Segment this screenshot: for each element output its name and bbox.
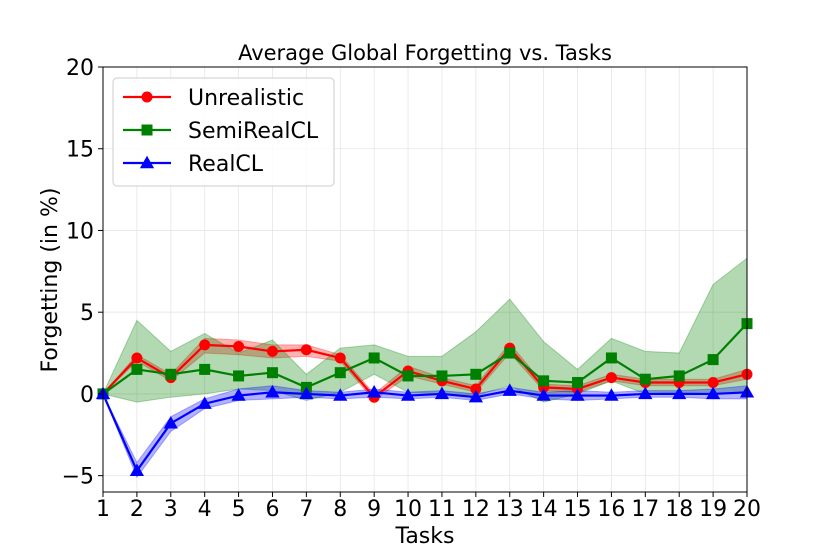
y-tick-label: 0: [80, 383, 94, 408]
legend-frame: [112, 77, 335, 187]
x-tick-label: 3: [164, 497, 178, 522]
semirealcl-point: [572, 376, 584, 388]
semirealcl-point: [402, 370, 414, 382]
y-tick-label: 5: [80, 301, 94, 326]
semirealcl-point: [504, 347, 516, 359]
realcl-point: [570, 388, 585, 401]
x-tick-label: 12: [462, 497, 490, 522]
realcl-point: [333, 388, 348, 401]
x-tick-label: 14: [530, 497, 558, 522]
realcl-point: [299, 386, 314, 400]
x-tick-label: 6: [265, 497, 279, 522]
y-tick-label: −5: [62, 465, 94, 490]
realcl-point: [231, 388, 246, 401]
x-tick-label: 15: [564, 497, 592, 522]
legend-unrealistic-marker: [141, 91, 153, 103]
realcl-point: [265, 385, 280, 398]
y-axis-ticks: −5 0 5 10 15 20: [62, 56, 103, 490]
y-tick-label: 10: [66, 219, 94, 244]
semirealcl-point: [436, 370, 448, 382]
unrealistic-point: [300, 344, 312, 356]
realcl-point: [468, 389, 483, 403]
x-tick-label: 10: [394, 497, 422, 522]
realcl-point: [502, 383, 517, 396]
realcl-point: [163, 416, 178, 429]
semirealcl-point: [165, 368, 177, 380]
x-tick-label: 11: [428, 497, 456, 522]
x-tick-label: 13: [496, 497, 524, 522]
x-tick-label: 4: [198, 497, 212, 522]
unrealistic-point: [266, 345, 278, 357]
realcl-point: [638, 386, 653, 400]
unrealistic-point: [334, 352, 346, 364]
realcl-band: [102, 385, 748, 479]
realcl-point: [705, 386, 721, 400]
semirealcl-point: [538, 375, 550, 387]
semirealcl-point: [470, 368, 482, 380]
unrealistic-point: [707, 376, 719, 388]
realcl-point: [434, 386, 450, 400]
realcl-point: [604, 388, 619, 401]
legend-semirealcl-label: SemiRealCL: [188, 119, 319, 144]
legend-realcl-label: RealCL: [188, 152, 264, 177]
semirealcl-point: [368, 352, 380, 364]
x-tick-label: 17: [631, 497, 659, 522]
chart-title: Average Global Forgetting vs. Tasks: [238, 41, 612, 65]
x-tick-label: 19: [699, 497, 727, 522]
legend-unrealistic-label: Unrealistic: [188, 86, 304, 111]
x-tick-label: 8: [333, 497, 347, 522]
x-tick-label: 16: [597, 497, 625, 522]
x-tick-label: 20: [733, 497, 761, 522]
x-axis-ticks: 1 2 3 4 5 6 7 8 9 10 11 12 13 14 15 16 17 18 19 20: [96, 492, 761, 522]
realcl-point: [129, 463, 145, 476]
x-tick-label: 7: [299, 497, 313, 522]
unrealistic-point: [199, 339, 211, 351]
realcl-point: [400, 388, 416, 401]
x-tick-label: 1: [96, 497, 110, 522]
semirealcl-point: [131, 363, 143, 375]
series-markers: [95, 318, 755, 476]
unrealistic-point: [233, 341, 245, 353]
realcl-point: [367, 385, 382, 398]
realcl-point: [197, 396, 212, 409]
unrealistic-point: [131, 352, 143, 364]
x-axis-label: Tasks: [395, 524, 455, 549]
semirealcl-point: [334, 367, 346, 379]
semirealcl-point: [199, 363, 211, 375]
realcl-line: [101, 389, 748, 473]
legend-realcl-marker: [139, 155, 155, 169]
semirealcl-point: [605, 352, 617, 364]
legend: Unrealistic SemiRealCL RealCL: [112, 77, 335, 187]
x-tick-label: 9: [367, 497, 381, 522]
x-tick-label: 2: [130, 497, 144, 522]
y-axis-label: Forgetting (in %): [38, 188, 63, 373]
semirealcl-point: [707, 354, 719, 366]
semirealcl-point: [266, 367, 278, 379]
semirealcl-point: [673, 370, 685, 382]
legend-semirealcl-marker: [141, 124, 153, 136]
x-tick-label: 5: [232, 497, 246, 522]
y-tick-label: 15: [66, 138, 94, 163]
semirealcl-line: [102, 322, 748, 395]
semirealcl-point: [233, 370, 245, 382]
y-tick-label: 20: [66, 56, 94, 81]
x-tick-label: 18: [665, 497, 693, 522]
series-lines: [101, 322, 748, 473]
unrealistic-point: [605, 372, 617, 384]
plot-frame: [102, 66, 748, 493]
realcl-point: [672, 386, 687, 400]
semirealcl-point: [639, 373, 651, 385]
realcl-point: [536, 388, 551, 401]
